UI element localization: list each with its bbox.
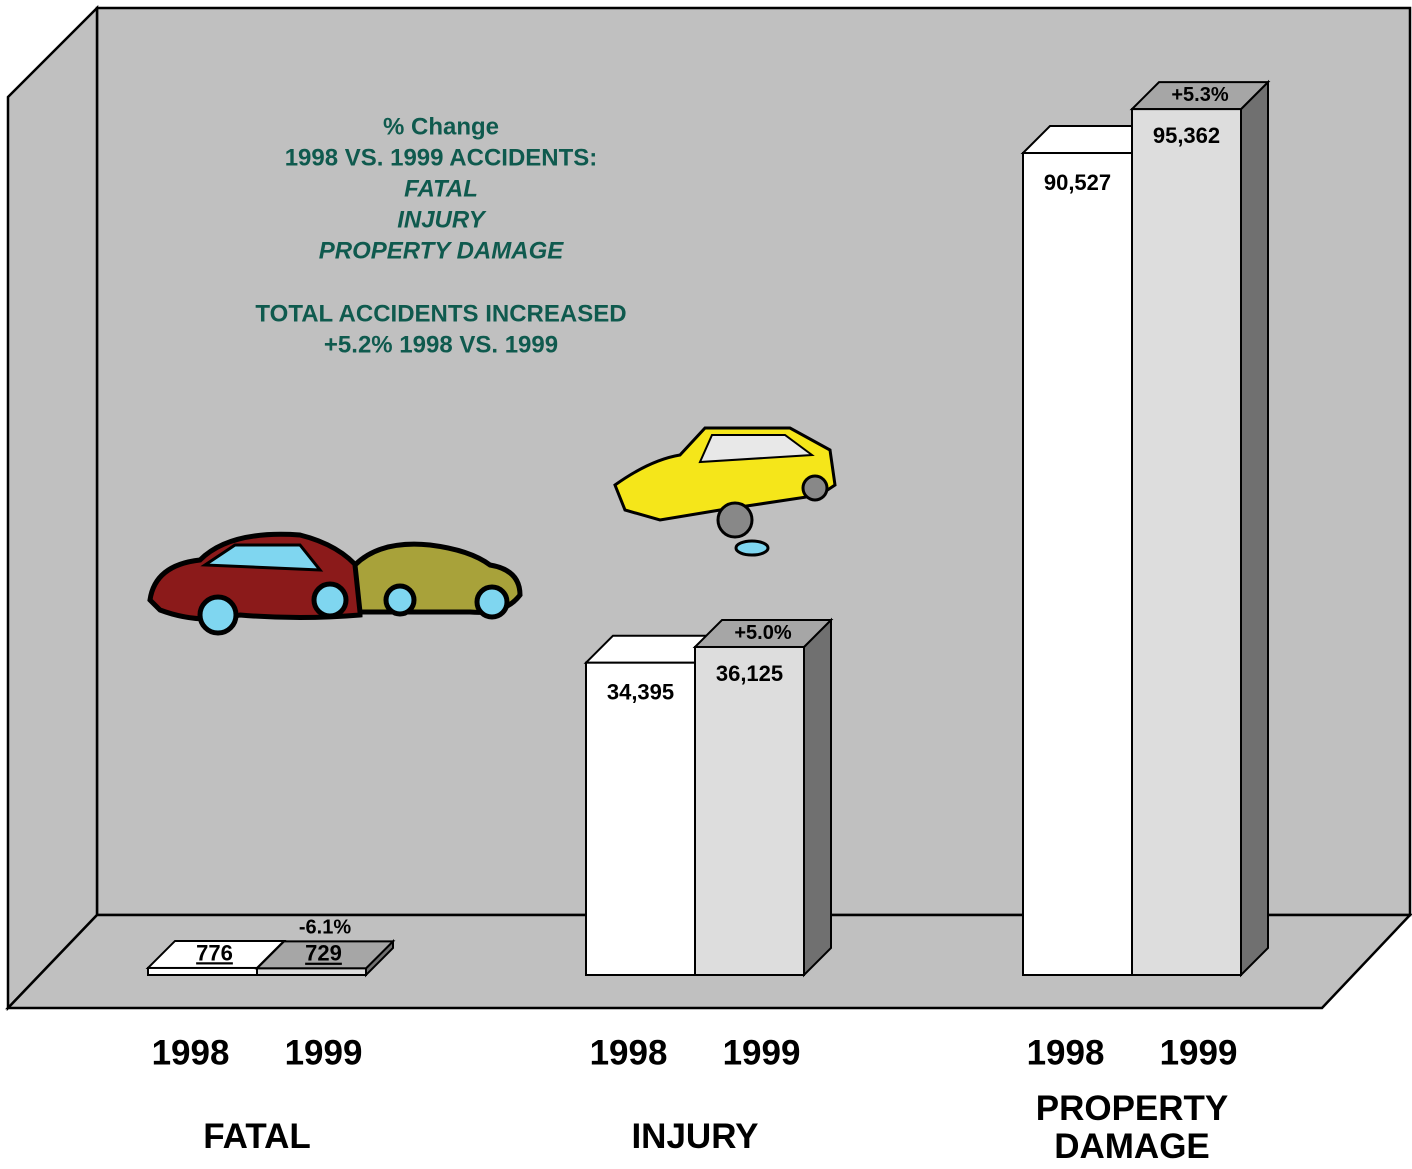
value-label: 95,362	[1153, 123, 1220, 148]
bar-group	[692, 617, 834, 978]
bar	[256, 967, 367, 976]
bar-group	[583, 634, 725, 977]
annotation-item: INJURY	[397, 206, 487, 233]
bar-group	[1020, 125, 1162, 977]
series-label: 1999	[285, 1033, 363, 1072]
annotation-item: FATAL	[404, 175, 478, 202]
value-label: 776	[196, 940, 233, 965]
change-label: +5.3%	[1171, 84, 1228, 106]
value-label: 90,527	[1044, 170, 1111, 195]
bar	[694, 645, 805, 976]
series-label: 1998	[152, 1033, 230, 1072]
series-label: 1998	[1027, 1033, 1105, 1072]
bar	[147, 966, 258, 976]
series-label: 1999	[1160, 1033, 1238, 1072]
change-label: -6.1%	[299, 917, 351, 939]
annotation-note: TOTAL ACCIDENTS INCREASED	[255, 300, 626, 327]
category-label: PROPERTY DAMAGE	[1035, 1089, 1229, 1166]
bar-group	[254, 938, 396, 978]
bar-group	[1129, 79, 1271, 978]
annotation-item: PROPERTY DAMAGE	[319, 237, 564, 264]
series-label: 1998	[590, 1033, 668, 1072]
annotation-heading: 1998 VS. 1999 ACCIDENTS:	[285, 144, 598, 171]
category-label: FATAL	[203, 1117, 311, 1156]
bar	[585, 661, 696, 977]
bar	[1022, 152, 1133, 977]
change-label: +5.0%	[734, 622, 791, 644]
car-clipart	[613, 426, 837, 557]
category-label: INJURY	[631, 1117, 759, 1156]
value-label: 729	[305, 941, 342, 966]
value-label: 36,125	[716, 661, 783, 686]
bar-side	[803, 617, 832, 978]
crash-clipart	[147, 531, 523, 636]
bar-side	[1240, 79, 1269, 978]
side-wall	[6, 4, 99, 1012]
bar	[1131, 108, 1242, 976]
annotation-note: +5.2% 1998 VS. 1999	[324, 331, 558, 358]
series-label: 1999	[723, 1033, 801, 1072]
annotation-heading: % Change	[383, 113, 499, 140]
value-label: 34,395	[607, 680, 674, 705]
